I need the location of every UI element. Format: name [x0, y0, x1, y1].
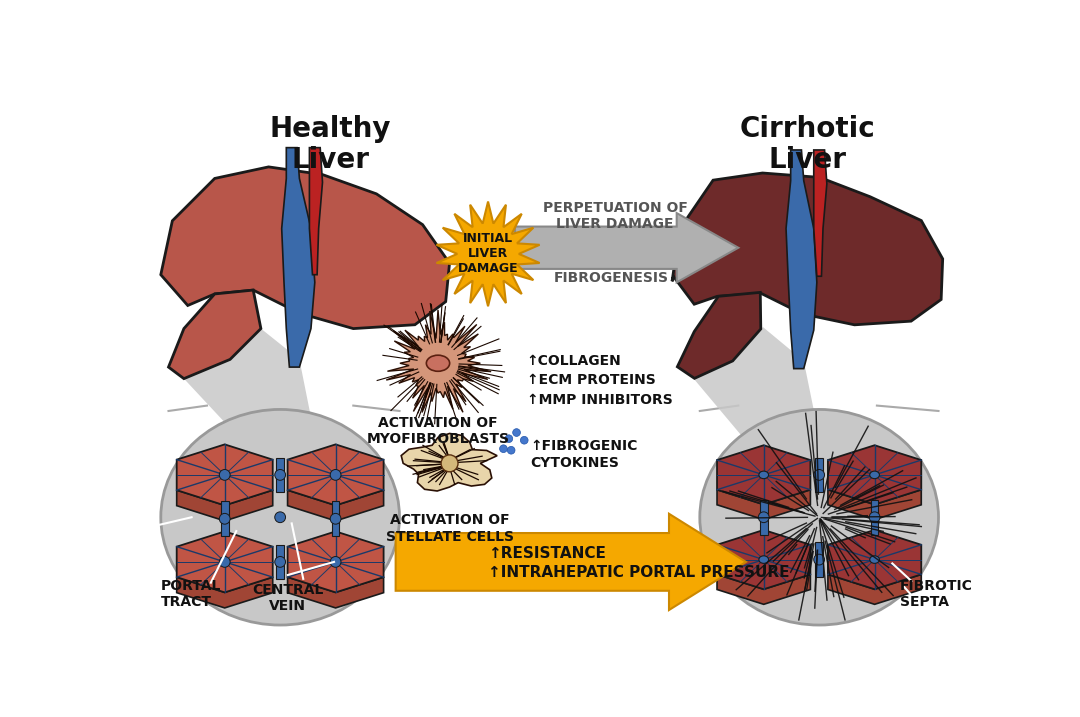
Ellipse shape	[700, 409, 939, 625]
Polygon shape	[387, 310, 491, 412]
Ellipse shape	[219, 471, 230, 479]
Polygon shape	[693, 327, 819, 437]
Polygon shape	[161, 167, 449, 328]
Polygon shape	[287, 490, 383, 521]
Polygon shape	[828, 530, 921, 589]
Circle shape	[274, 512, 285, 523]
Text: ACTIVATION OF
MYOFIBROBLASTS: ACTIVATION OF MYOFIBROBLASTS	[366, 416, 510, 446]
Ellipse shape	[330, 558, 340, 566]
Polygon shape	[717, 490, 810, 520]
Text: ACTIVATION OF
STELLATE CELLS: ACTIVATION OF STELLATE CELLS	[386, 513, 514, 543]
Ellipse shape	[759, 556, 769, 564]
Circle shape	[274, 556, 285, 567]
Polygon shape	[515, 213, 739, 282]
Circle shape	[219, 470, 230, 480]
Circle shape	[441, 455, 458, 472]
Polygon shape	[813, 150, 827, 276]
Polygon shape	[177, 490, 273, 521]
Circle shape	[521, 437, 528, 444]
Polygon shape	[717, 574, 810, 604]
Text: CENTRAL
VEIN: CENTRAL VEIN	[252, 583, 324, 613]
Bar	[815, 457, 823, 492]
Ellipse shape	[869, 471, 879, 479]
Polygon shape	[282, 148, 314, 367]
Polygon shape	[287, 531, 383, 592]
Polygon shape	[184, 328, 314, 437]
Circle shape	[505, 435, 513, 442]
Ellipse shape	[330, 471, 340, 479]
Polygon shape	[717, 445, 810, 505]
Ellipse shape	[219, 558, 230, 566]
Circle shape	[869, 512, 880, 523]
Circle shape	[500, 445, 508, 452]
Circle shape	[330, 470, 341, 480]
Polygon shape	[401, 434, 497, 491]
Circle shape	[274, 470, 285, 480]
Ellipse shape	[161, 409, 400, 625]
Circle shape	[758, 512, 769, 523]
Bar	[815, 542, 823, 577]
Polygon shape	[177, 531, 273, 592]
Polygon shape	[672, 173, 943, 325]
Text: Cirrhotic
Liver: Cirrhotic Liver	[740, 115, 876, 174]
Text: ↑FIBROGENIC
CYTOKINES: ↑FIBROGENIC CYTOKINES	[530, 439, 638, 470]
Text: Healthy
Liver: Healthy Liver	[269, 115, 391, 174]
Text: ↑COLLAGEN
↑ECM PROTEINS
↑MMP INHIBITORS: ↑COLLAGEN ↑ECM PROTEINS ↑MMP INHIBITORS	[527, 354, 672, 407]
Polygon shape	[177, 445, 273, 505]
Circle shape	[219, 556, 230, 567]
Text: FIBROTIC
SEPTA: FIBROTIC SEPTA	[900, 579, 973, 609]
Polygon shape	[309, 148, 323, 275]
Polygon shape	[168, 290, 261, 379]
Polygon shape	[717, 530, 810, 589]
Text: PERPETUATION OF
LIVER DAMAGE: PERPETUATION OF LIVER DAMAGE	[542, 201, 688, 231]
Bar	[760, 500, 768, 535]
Polygon shape	[828, 574, 921, 604]
Bar	[332, 501, 339, 536]
Bar	[276, 457, 284, 492]
Ellipse shape	[869, 556, 879, 564]
Circle shape	[813, 470, 824, 480]
Polygon shape	[177, 577, 273, 608]
Text: INITIAL
LIVER
DAMAGE: INITIAL LIVER DAMAGE	[458, 232, 518, 275]
Circle shape	[219, 513, 230, 524]
Bar	[221, 501, 229, 536]
Circle shape	[330, 556, 341, 567]
Polygon shape	[436, 201, 540, 306]
Text: ↑RESISTANCE
↑INTRAHEPATIC PORTAL PRESSURE: ↑RESISTANCE ↑INTRAHEPATIC PORTAL PRESSUR…	[488, 546, 789, 580]
Polygon shape	[287, 445, 383, 505]
Bar	[870, 500, 878, 535]
Polygon shape	[828, 490, 921, 520]
Circle shape	[513, 429, 521, 437]
Text: PORTAL
TRACT: PORTAL TRACT	[161, 579, 221, 609]
Bar	[276, 545, 284, 579]
Circle shape	[330, 513, 341, 524]
Text: FIBROGENESIS: FIBROGENESIS	[554, 271, 669, 285]
Ellipse shape	[759, 471, 769, 479]
Circle shape	[813, 554, 824, 565]
Polygon shape	[395, 514, 746, 610]
Circle shape	[508, 447, 515, 454]
Polygon shape	[677, 293, 760, 379]
Polygon shape	[786, 150, 816, 369]
Ellipse shape	[427, 355, 449, 371]
Polygon shape	[828, 445, 921, 505]
Polygon shape	[287, 577, 383, 608]
